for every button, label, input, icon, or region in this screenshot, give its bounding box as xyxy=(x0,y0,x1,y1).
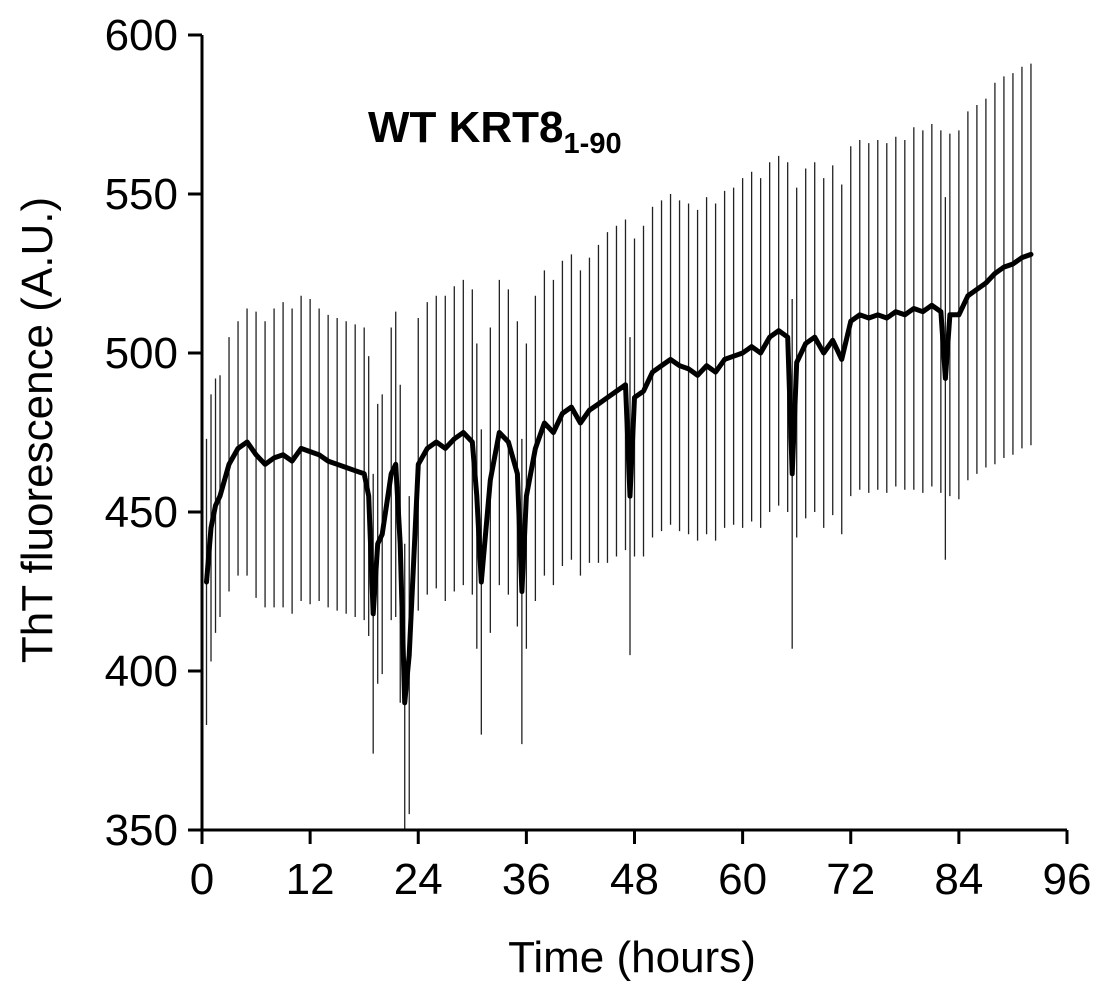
series-line xyxy=(204,251,1034,706)
axes xyxy=(188,33,1069,844)
y-tick-label: 600 xyxy=(105,11,178,60)
x-tick-label: 36 xyxy=(502,855,551,904)
chart-annotation: WT KRT81-90 xyxy=(368,103,622,160)
annotation-subscript: 1-90 xyxy=(564,128,622,160)
x-axis-title: Time (hours) xyxy=(508,933,756,982)
y-tick-label: 400 xyxy=(105,647,178,696)
annotation-main: WT KRT8 xyxy=(368,103,564,152)
y-tick-label: 350 xyxy=(105,806,178,855)
x-tick-label: 48 xyxy=(610,855,659,904)
x-tick-label: 0 xyxy=(190,855,214,904)
y-axis-title: ThT fluorescence (A.U.) xyxy=(13,197,62,663)
series-line-group xyxy=(204,251,1034,706)
x-tick-label: 72 xyxy=(826,855,875,904)
error-bars xyxy=(205,63,1032,830)
x-tick-label: 60 xyxy=(718,855,767,904)
x-tick-label: 12 xyxy=(286,855,335,904)
y-tick-label: 550 xyxy=(105,170,178,219)
tick-labels: 350 400 450 500 550 600 0 12 24 36 48 60 72 84 96 xyxy=(105,11,1092,904)
x-tick-label: 24 xyxy=(394,855,443,904)
x-tick-label: 96 xyxy=(1043,855,1092,904)
y-tick-label: 450 xyxy=(105,488,178,537)
y-tick-label: 500 xyxy=(105,329,178,378)
x-tick-label: 84 xyxy=(934,855,983,904)
